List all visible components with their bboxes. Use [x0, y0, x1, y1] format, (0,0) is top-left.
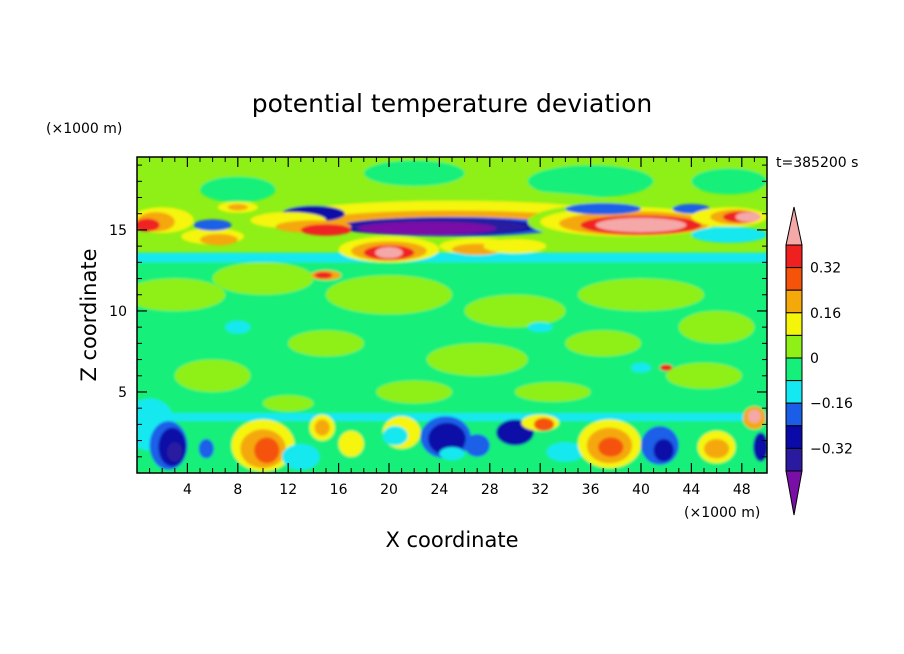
- colorbar-label: 0.16: [810, 306, 841, 322]
- contour-patch: [483, 238, 547, 254]
- contour-patch: [691, 168, 767, 195]
- contour-patch: [565, 330, 641, 357]
- contour-patch: [167, 442, 183, 462]
- colorbar-label: −0.32: [810, 441, 853, 457]
- contour-patch: [281, 443, 320, 470]
- colorbar-box: [785, 380, 803, 404]
- colorbar-box: [785, 267, 803, 291]
- colorbar-box: [785, 334, 803, 359]
- contour-patch: [578, 278, 704, 311]
- contour-patch: [565, 203, 641, 215]
- x-tick-label: 48: [733, 482, 751, 498]
- contour-patch: [254, 437, 280, 464]
- x-tick-label: 12: [279, 482, 297, 498]
- contour-patch: [137, 218, 160, 232]
- contour-patch: [598, 437, 624, 457]
- x-tick-label: 36: [582, 482, 600, 498]
- colorbar-top-triangle: [785, 206, 803, 246]
- contour-patch: [314, 272, 333, 279]
- contour-patch: [630, 362, 652, 373]
- x-tick-label: 44: [682, 482, 700, 498]
- contour-patch: [527, 165, 654, 198]
- y-tick-label: 5: [118, 385, 127, 401]
- contour-patch: [653, 438, 674, 462]
- contour-patch: [200, 176, 276, 203]
- x-tick-label: 40: [632, 482, 650, 498]
- contour-patch: [288, 330, 364, 357]
- colorbar-box: [785, 357, 803, 382]
- contour-patch: [363, 160, 465, 187]
- contour-patch: [200, 233, 238, 246]
- contour-patch: [338, 430, 364, 457]
- contour-patch: [753, 432, 767, 462]
- x-tick-label: 32: [531, 482, 549, 498]
- contour-patch: [735, 212, 761, 222]
- contour-patch: [533, 417, 555, 431]
- contour-patch: [225, 320, 251, 334]
- colorbar-label: −0.16: [810, 396, 853, 412]
- contour-patch: [326, 275, 452, 315]
- y-unit-label: (×1000 m): [46, 121, 122, 137]
- x-tick-label: 16: [330, 482, 348, 498]
- contour-patch: [174, 359, 251, 392]
- contour-patch: [137, 278, 226, 311]
- contour-patch: [666, 362, 742, 389]
- colorbar-bottom-triangle: [785, 470, 803, 516]
- contour-patch: [464, 434, 490, 457]
- contour-patch: [212, 262, 314, 295]
- contour-field: [137, 157, 767, 473]
- x-tick-label: 28: [481, 482, 499, 498]
- contour-patch: [357, 221, 497, 235]
- contour-patch: [300, 224, 352, 236]
- colorbar-box: [785, 425, 803, 449]
- contour-patch: [426, 343, 528, 376]
- y-tick-label: 15: [109, 223, 127, 239]
- x-axis-label: X coordinate: [385, 528, 518, 552]
- colorbar-box: [785, 402, 803, 427]
- x-tick-label: 24: [430, 482, 448, 498]
- time-label: t=385200 s: [776, 155, 858, 171]
- contour-patch: [382, 426, 408, 446]
- colorbar-box: [785, 289, 803, 314]
- contour-patch: [193, 219, 232, 231]
- colorbar-box: [785, 447, 803, 472]
- contour-patch: [678, 310, 755, 344]
- colorbar-label: 0.32: [810, 261, 841, 277]
- contour-patch: [227, 203, 248, 211]
- contour-patch: [375, 246, 403, 259]
- contour-patch: [704, 438, 730, 459]
- contour-patch: [515, 382, 591, 402]
- contour-patch: [464, 294, 566, 328]
- x-tick-label: 8: [233, 482, 242, 498]
- x-unit-label: (×1000 m): [684, 505, 760, 521]
- contour-patch: [595, 217, 687, 233]
- colorbar-box: [785, 312, 803, 336]
- contour-patch: [748, 409, 761, 423]
- contour-patch: [659, 364, 673, 371]
- y-tick-label: 10: [109, 304, 127, 320]
- contour-patch: [527, 322, 553, 333]
- contour-patch: [546, 442, 585, 462]
- x-tick-label: 20: [380, 482, 398, 498]
- contour-patch: [439, 447, 465, 461]
- contour-patch: [198, 438, 214, 459]
- chart-title: potential temperature deviation: [252, 89, 652, 118]
- x-tick-label: 4: [183, 482, 192, 498]
- y-axis-label: Z coordinate: [77, 248, 101, 381]
- x-axis: 4 8 12 16 20 24 28 32 36 40 44 48: [149, 157, 755, 498]
- contour-patch: [428, 422, 466, 456]
- colorbar-box: [785, 244, 803, 269]
- contour-patch: [691, 226, 767, 243]
- colorbar-label: 0: [810, 351, 819, 367]
- colorbar: 0.32 0.16 0 −0.16 −0.32: [785, 206, 853, 516]
- y-axis: 5 10 15: [109, 164, 767, 458]
- contour-patch: [376, 380, 453, 404]
- contour-patch: [263, 395, 314, 412]
- field-band: [137, 252, 767, 263]
- contour-patch: [314, 419, 330, 436]
